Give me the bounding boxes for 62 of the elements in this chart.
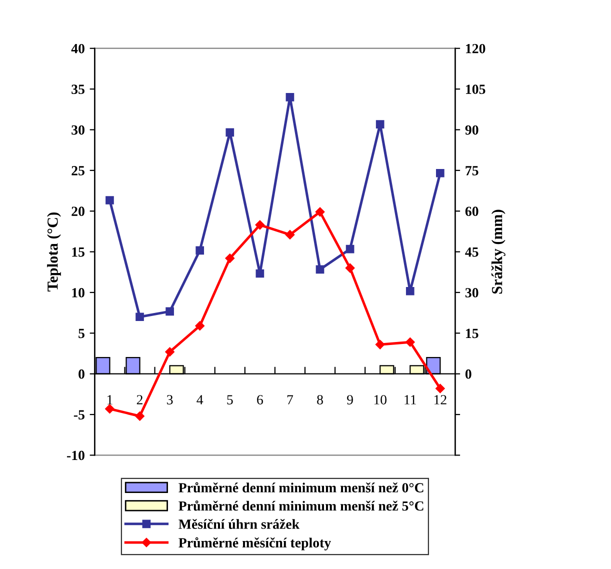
x-tick-label: 12	[434, 395, 446, 404]
legend-label: Průměrné denní minimum menší než 5°C	[178, 500, 424, 511]
y-tick-label: 35	[72, 84, 84, 94]
point	[136, 312, 144, 322]
legend-label: Měsíční úhrn srážek	[178, 518, 300, 529]
y2-tick-label: 30	[465, 288, 478, 298]
y-tick-label: -10	[66, 450, 84, 460]
y2-tick-label: 0	[465, 369, 472, 379]
point	[406, 337, 415, 347]
x-tick-label: 2	[136, 395, 142, 404]
x-tick-label: 7	[287, 395, 294, 404]
point	[165, 347, 174, 356]
point	[255, 220, 265, 230]
x-tick-label: 10	[374, 395, 387, 404]
point	[225, 254, 235, 263]
y2-tick-label: 45	[465, 247, 478, 257]
y-tick-label: 25	[72, 166, 84, 176]
point	[436, 384, 445, 394]
y2-tick-label: 90	[465, 125, 478, 135]
point	[345, 263, 355, 273]
point	[346, 244, 354, 254]
legend-label: Průměrné denní minimum menší než 0°C	[178, 482, 424, 492]
point	[375, 340, 385, 350]
y-tick-label: 30	[72, 125, 84, 135]
point	[195, 321, 204, 330]
y-tick-label: 40	[71, 44, 84, 54]
y-tick-label: 15	[72, 247, 84, 257]
point	[135, 412, 144, 421]
point	[315, 207, 325, 217]
y2-tick-label: 15	[466, 328, 478, 338]
x-tick-label: 8	[317, 395, 323, 404]
point	[316, 265, 324, 274]
y-tick-label: 20	[72, 206, 84, 216]
y2-tick-label: 75	[466, 166, 478, 176]
x-tick-label: 1	[107, 395, 112, 404]
legend-label: Průměrné měsíční teploty	[178, 537, 331, 550]
point	[226, 128, 234, 137]
point	[256, 269, 264, 278]
y2-axis-title: Srážky (mm)	[491, 210, 506, 294]
point	[106, 196, 114, 204]
point	[376, 120, 384, 128]
x-tick-label: 4	[196, 395, 204, 404]
x-tick-label: 11	[404, 395, 416, 404]
y2-tick-label: 60	[465, 206, 478, 216]
point	[166, 307, 174, 316]
y2-tick-label: 105	[466, 84, 486, 94]
point	[285, 230, 295, 240]
y-tick-label: 0	[78, 369, 84, 379]
point	[406, 286, 414, 296]
point	[196, 246, 204, 255]
x-tick-label: 6	[257, 395, 263, 404]
y-tick-label: -5	[74, 410, 84, 420]
x-tick-label: 3	[167, 395, 173, 404]
x-tick-label: 9	[347, 395, 353, 404]
y-tick-label: 5	[78, 328, 84, 338]
point	[286, 93, 294, 102]
point	[436, 168, 444, 178]
y2-tick-label: 120	[466, 44, 486, 54]
y-axis-title: Teplota (°C)	[47, 212, 61, 292]
y-tick-label: 10	[72, 288, 84, 298]
point	[105, 404, 114, 414]
x-tick-label: 5	[227, 395, 233, 404]
